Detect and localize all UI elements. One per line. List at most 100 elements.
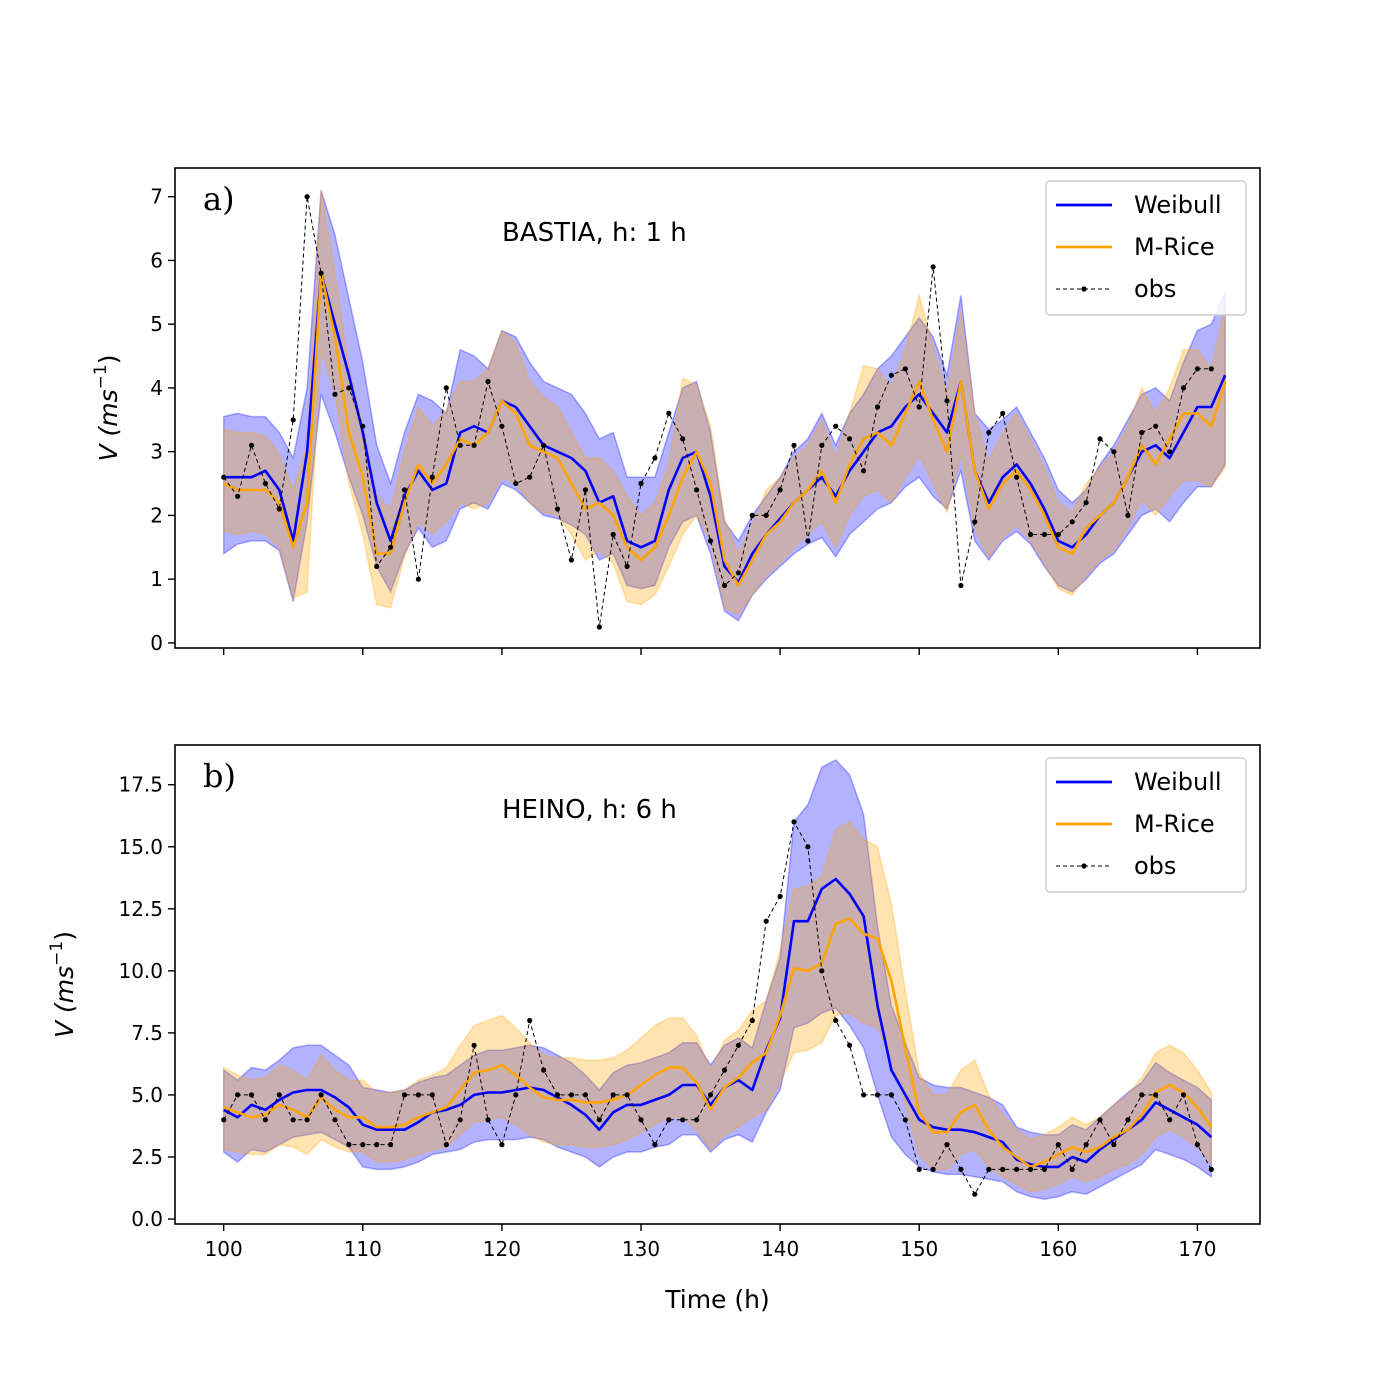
obs-point <box>972 1191 978 1197</box>
y-tick-label: 5.0 <box>131 1083 163 1107</box>
y-tick-label: 17.5 <box>118 773 163 797</box>
obs-point <box>248 442 255 448</box>
panel-label: b) <box>203 757 236 795</box>
obs-point <box>262 1117 268 1123</box>
obs-point <box>777 487 783 493</box>
axes-frame <box>174 744 1261 1225</box>
obs-point <box>694 487 700 493</box>
obs-point <box>819 442 825 448</box>
obs-point <box>1069 519 1075 525</box>
obs-point <box>388 544 394 550</box>
obs-point <box>332 1117 338 1123</box>
y-axis-label-close: ) <box>50 931 79 941</box>
obs-point <box>541 442 547 448</box>
obs-point <box>262 480 268 487</box>
y-tick-label: 1 <box>150 567 163 591</box>
y-tick-label: 7 <box>150 185 163 209</box>
obs-point <box>888 372 895 378</box>
legend-label: M-Rice <box>1134 233 1215 261</box>
obs-point <box>1194 366 1200 372</box>
legend-label: Weibull <box>1134 191 1222 219</box>
obs-point <box>415 1092 421 1098</box>
obs-point <box>401 1092 408 1098</box>
panel-label: a) <box>203 180 235 218</box>
obs-point <box>888 1092 895 1098</box>
obs-line <box>223 196 1212 628</box>
weibull-confidence-band <box>222 190 1226 622</box>
obs-point <box>485 1117 491 1123</box>
mrice-line <box>223 917 1213 1169</box>
y-tick-label: 2.5 <box>131 1145 163 1169</box>
obs-point <box>986 1166 992 1172</box>
obs-point <box>429 474 435 480</box>
obs-point <box>429 1092 435 1098</box>
obs-point <box>360 423 366 429</box>
obs-point <box>847 1042 853 1048</box>
obs-point <box>819 968 825 974</box>
obs-point <box>861 468 867 474</box>
station-annotation: HEINO, h: 6 h <box>502 795 677 825</box>
obs-point <box>290 1117 296 1123</box>
x-tick-label: 150 <box>900 1237 938 1261</box>
y-tick-label: 4 <box>150 376 163 400</box>
obs-point <box>652 1142 658 1148</box>
obs-point <box>582 1092 589 1098</box>
legend: Weibull M-Rice obs <box>1045 757 1247 893</box>
legend-label: Weibull <box>1134 768 1222 796</box>
obs-point <box>471 1042 477 1048</box>
station-annotation: BASTIA, h: 1 h <box>502 218 687 248</box>
y-tick-label: 12.5 <box>118 897 163 921</box>
obs-point <box>1153 1092 1159 1098</box>
x-tick-label: 140 <box>761 1237 799 1261</box>
obs-point <box>1000 410 1006 416</box>
obs-point <box>694 1117 700 1123</box>
obs-point <box>1055 531 1061 538</box>
weibull-line <box>223 271 1227 584</box>
obs-point <box>930 1166 936 1172</box>
weibull-confidence-band <box>222 758 1213 1200</box>
axes-frame <box>174 167 1261 649</box>
obs-point <box>1083 1142 1089 1148</box>
obs-point <box>624 1092 630 1098</box>
obs-point <box>749 512 755 519</box>
panel-a: 0 1 2 3 4 5 6 7 V (ms−1) a) BASTIA, h: 1 h Weibull M… <box>91 167 1261 655</box>
obs-point <box>707 538 714 544</box>
obs-point <box>1041 531 1047 538</box>
obs-point <box>1139 429 1145 436</box>
obs-point <box>276 1092 282 1098</box>
obs-point <box>902 366 908 372</box>
obs-point <box>568 1092 575 1098</box>
obs-point <box>235 1092 241 1098</box>
x-tick-label: 120 <box>483 1237 521 1261</box>
obs-point <box>1055 1142 1061 1148</box>
obs-point <box>1027 1166 1034 1172</box>
y-tick-label: 2 <box>150 503 163 527</box>
mrice-line <box>223 271 1227 587</box>
obs-point <box>958 582 964 589</box>
obs-point <box>541 1067 547 1073</box>
y-axis-label-base: V (ms <box>50 966 79 1038</box>
obs-point <box>638 480 644 487</box>
obs-point <box>1167 1117 1173 1123</box>
y-tick-label: 0 <box>150 631 163 655</box>
obs-point <box>1000 1166 1006 1172</box>
obs-point <box>457 1117 463 1123</box>
obs-point <box>443 1142 449 1148</box>
obs-point <box>1125 1117 1131 1123</box>
obs-point <box>568 557 575 563</box>
obs-point <box>221 1117 227 1123</box>
obs-point <box>847 436 853 442</box>
legend-obs-marker <box>1081 863 1087 869</box>
obs-point <box>986 429 992 436</box>
obs-point <box>638 1117 644 1123</box>
obs-point <box>680 436 686 442</box>
obs-point <box>1139 1092 1145 1098</box>
obs-point <box>861 1092 867 1098</box>
obs-point <box>1014 1166 1020 1172</box>
obs-point <box>805 844 811 850</box>
weibull-line <box>223 877 1213 1169</box>
obs-point <box>916 1166 922 1172</box>
obs-point <box>513 1092 519 1098</box>
obs-point <box>527 474 533 480</box>
